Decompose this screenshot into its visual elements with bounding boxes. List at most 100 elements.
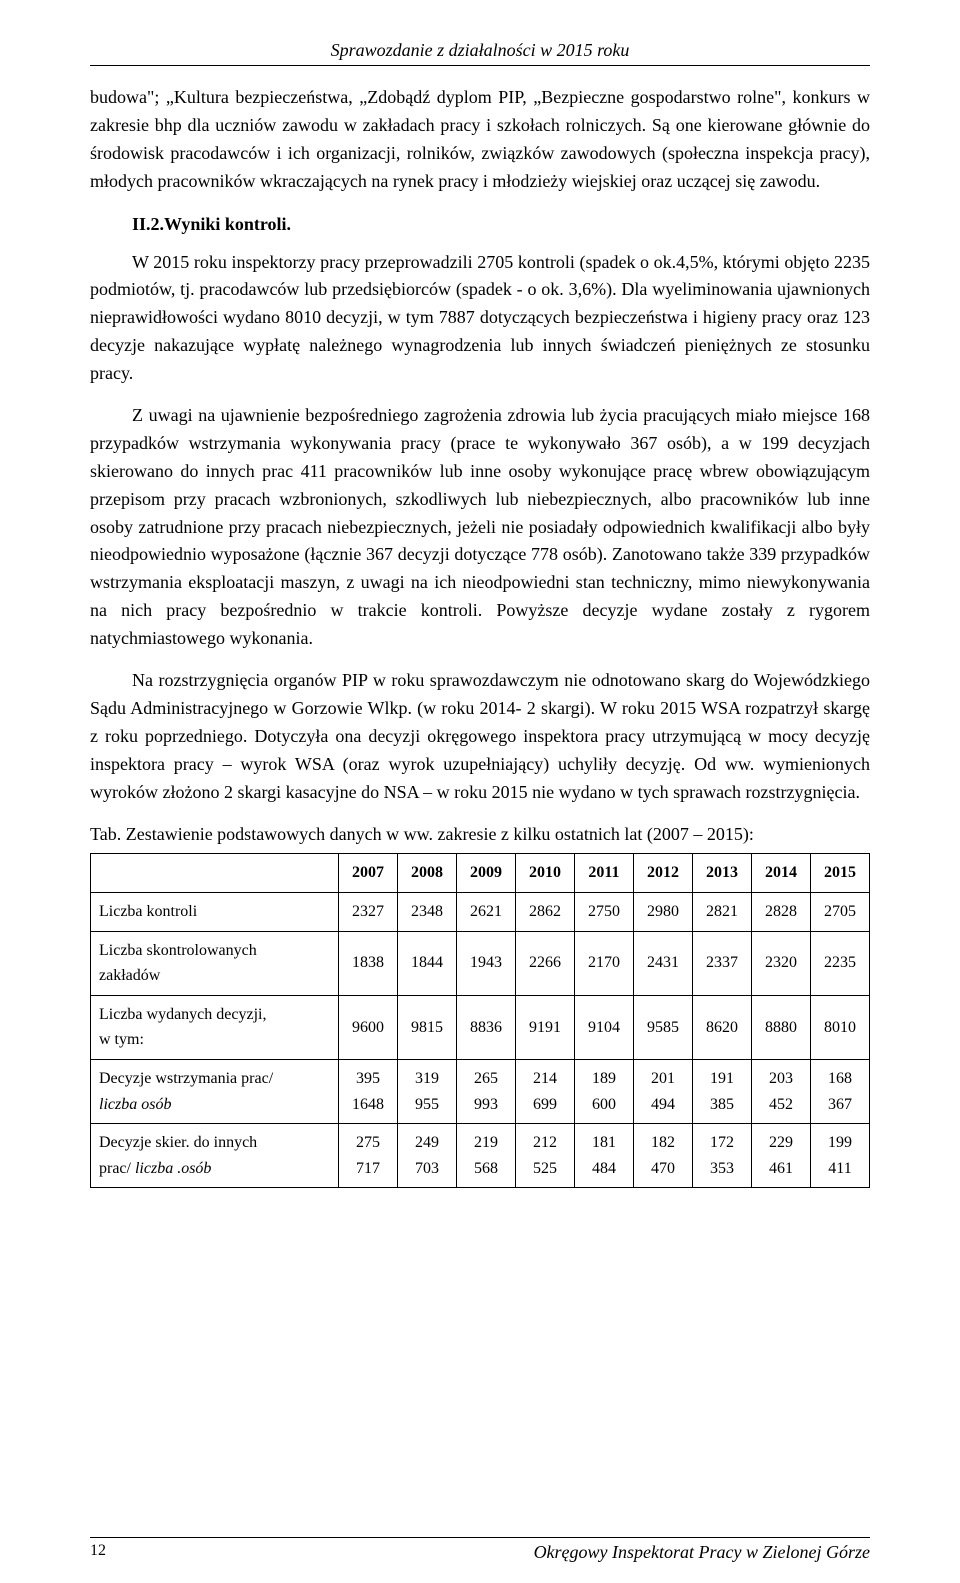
label-line1: Decyzje skier. do innych [99,1130,332,1156]
label-line1: Liczba skontrolowanych [99,938,332,964]
cell: 212 525 [515,1124,574,1188]
val1: 219 [463,1130,509,1156]
cell: 229 461 [751,1124,810,1188]
cell: 181 484 [574,1124,633,1188]
val1: 191 [699,1066,745,1092]
cell: 189 600 [574,1060,633,1124]
col-2012: 2012 [633,854,692,893]
val2: 484 [581,1156,627,1182]
val1: 229 [758,1130,804,1156]
cell: 2337 [692,931,751,995]
cell: 2980 [633,893,692,932]
row-label: Decyzje wstrzymania prac/ liczba osób [91,1060,339,1124]
cell: 395 1648 [338,1060,397,1124]
val1: 168 [817,1066,863,1092]
table-row: Liczba skontrolowanych zakładów 1838 184… [91,931,870,995]
table-row: Liczba kontroli 2327 2348 2621 2862 2750… [91,893,870,932]
cell: 2828 [751,893,810,932]
cell: 1943 [456,931,515,995]
val2: 600 [581,1092,627,1118]
val2: 367 [817,1092,863,1118]
row-label: Liczba kontroli [91,893,339,932]
val1: 203 [758,1066,804,1092]
val2: 699 [522,1092,568,1118]
cell: 2621 [456,893,515,932]
paragraph-4: Na rozstrzygnięcia organów PIP w roku sp… [90,667,870,806]
cell: 203 452 [751,1060,810,1124]
val1: 189 [581,1066,627,1092]
col-2015: 2015 [810,854,869,893]
table-body: Liczba kontroli 2327 2348 2621 2862 2750… [91,893,870,1188]
label-line2: prac/ liczba .osób [99,1156,332,1182]
label-line1: Decyzje wstrzymania prac/ [99,1066,332,1092]
val1: 172 [699,1130,745,1156]
header-rule [90,65,870,66]
footer-row: 12 Okręgowy Inspektorat Pracy w Zielonej… [90,1542,870,1563]
cell: 8836 [456,995,515,1059]
row-label: Liczba skontrolowanych zakładów [91,931,339,995]
col-2009: 2009 [456,854,515,893]
paragraph-2: W 2015 roku inspektorzy pracy przeprowad… [90,249,870,388]
label-line2: w tym: [99,1027,332,1053]
header-row: 2007 2008 2009 2010 2011 2012 2013 2014 … [91,854,870,893]
label-line2: zakładów [99,963,332,989]
val2: 470 [640,1156,686,1182]
val1: 181 [581,1130,627,1156]
cell: 8880 [751,995,810,1059]
cell: 2348 [397,893,456,932]
blank-header [91,854,339,893]
cell: 214 699 [515,1060,574,1124]
table-row: Decyzje wstrzymania prac/ liczba osób 39… [91,1060,870,1124]
section-heading: II.2.Wyniki kontroli. [132,214,870,235]
val2: 353 [699,1156,745,1182]
val2: 1648 [345,1092,391,1118]
data-table: 2007 2008 2009 2010 2011 2012 2013 2014 … [90,853,870,1188]
page-number: 12 [90,1542,106,1563]
val2: 993 [463,1092,509,1118]
cell: 319 955 [397,1060,456,1124]
val2: 568 [463,1156,509,1182]
cell: 8010 [810,995,869,1059]
cell: 8620 [692,995,751,1059]
col-2007: 2007 [338,854,397,893]
val1: 201 [640,1066,686,1092]
paragraph-3: Z uwagi na ujawnienie bezpośredniego zag… [90,402,870,653]
val2: 494 [640,1092,686,1118]
val2: 461 [758,1156,804,1182]
row-label: Decyzje skier. do innych prac/ liczba .o… [91,1124,339,1188]
table-caption: Tab. Zestawienie podstawowych danych w w… [90,824,870,845]
label-line1: Liczba wydanych decyzji, [99,1002,332,1028]
val1: 182 [640,1130,686,1156]
cell: 2320 [751,931,810,995]
cell: 2750 [574,893,633,932]
cell: 9191 [515,995,574,1059]
cell: 2266 [515,931,574,995]
val2: 717 [345,1156,391,1182]
cell: 9815 [397,995,456,1059]
cell: 2327 [338,893,397,932]
cell: 249 703 [397,1124,456,1188]
cell: 201 494 [633,1060,692,1124]
val2: 452 [758,1092,804,1118]
cell: 172 353 [692,1124,751,1188]
col-2014: 2014 [751,854,810,893]
cell: 9585 [633,995,692,1059]
val2: 955 [404,1092,450,1118]
val1: 212 [522,1130,568,1156]
cell: 2705 [810,893,869,932]
val1: 395 [345,1066,391,1092]
cell: 275 717 [338,1124,397,1188]
footer-org: Okręgowy Inspektorat Pracy w Zielonej Gó… [534,1542,870,1563]
val1: 275 [345,1130,391,1156]
val2: 411 [817,1156,863,1182]
cell: 2862 [515,893,574,932]
cell: 182 470 [633,1124,692,1188]
col-2008: 2008 [397,854,456,893]
cell: 2431 [633,931,692,995]
val2: 703 [404,1156,450,1182]
footer: 12 Okręgowy Inspektorat Pracy w Zielonej… [90,1537,870,1563]
label-line2: liczba osób [99,1092,332,1118]
val1: 319 [404,1066,450,1092]
col-2011: 2011 [574,854,633,893]
cell: 2235 [810,931,869,995]
